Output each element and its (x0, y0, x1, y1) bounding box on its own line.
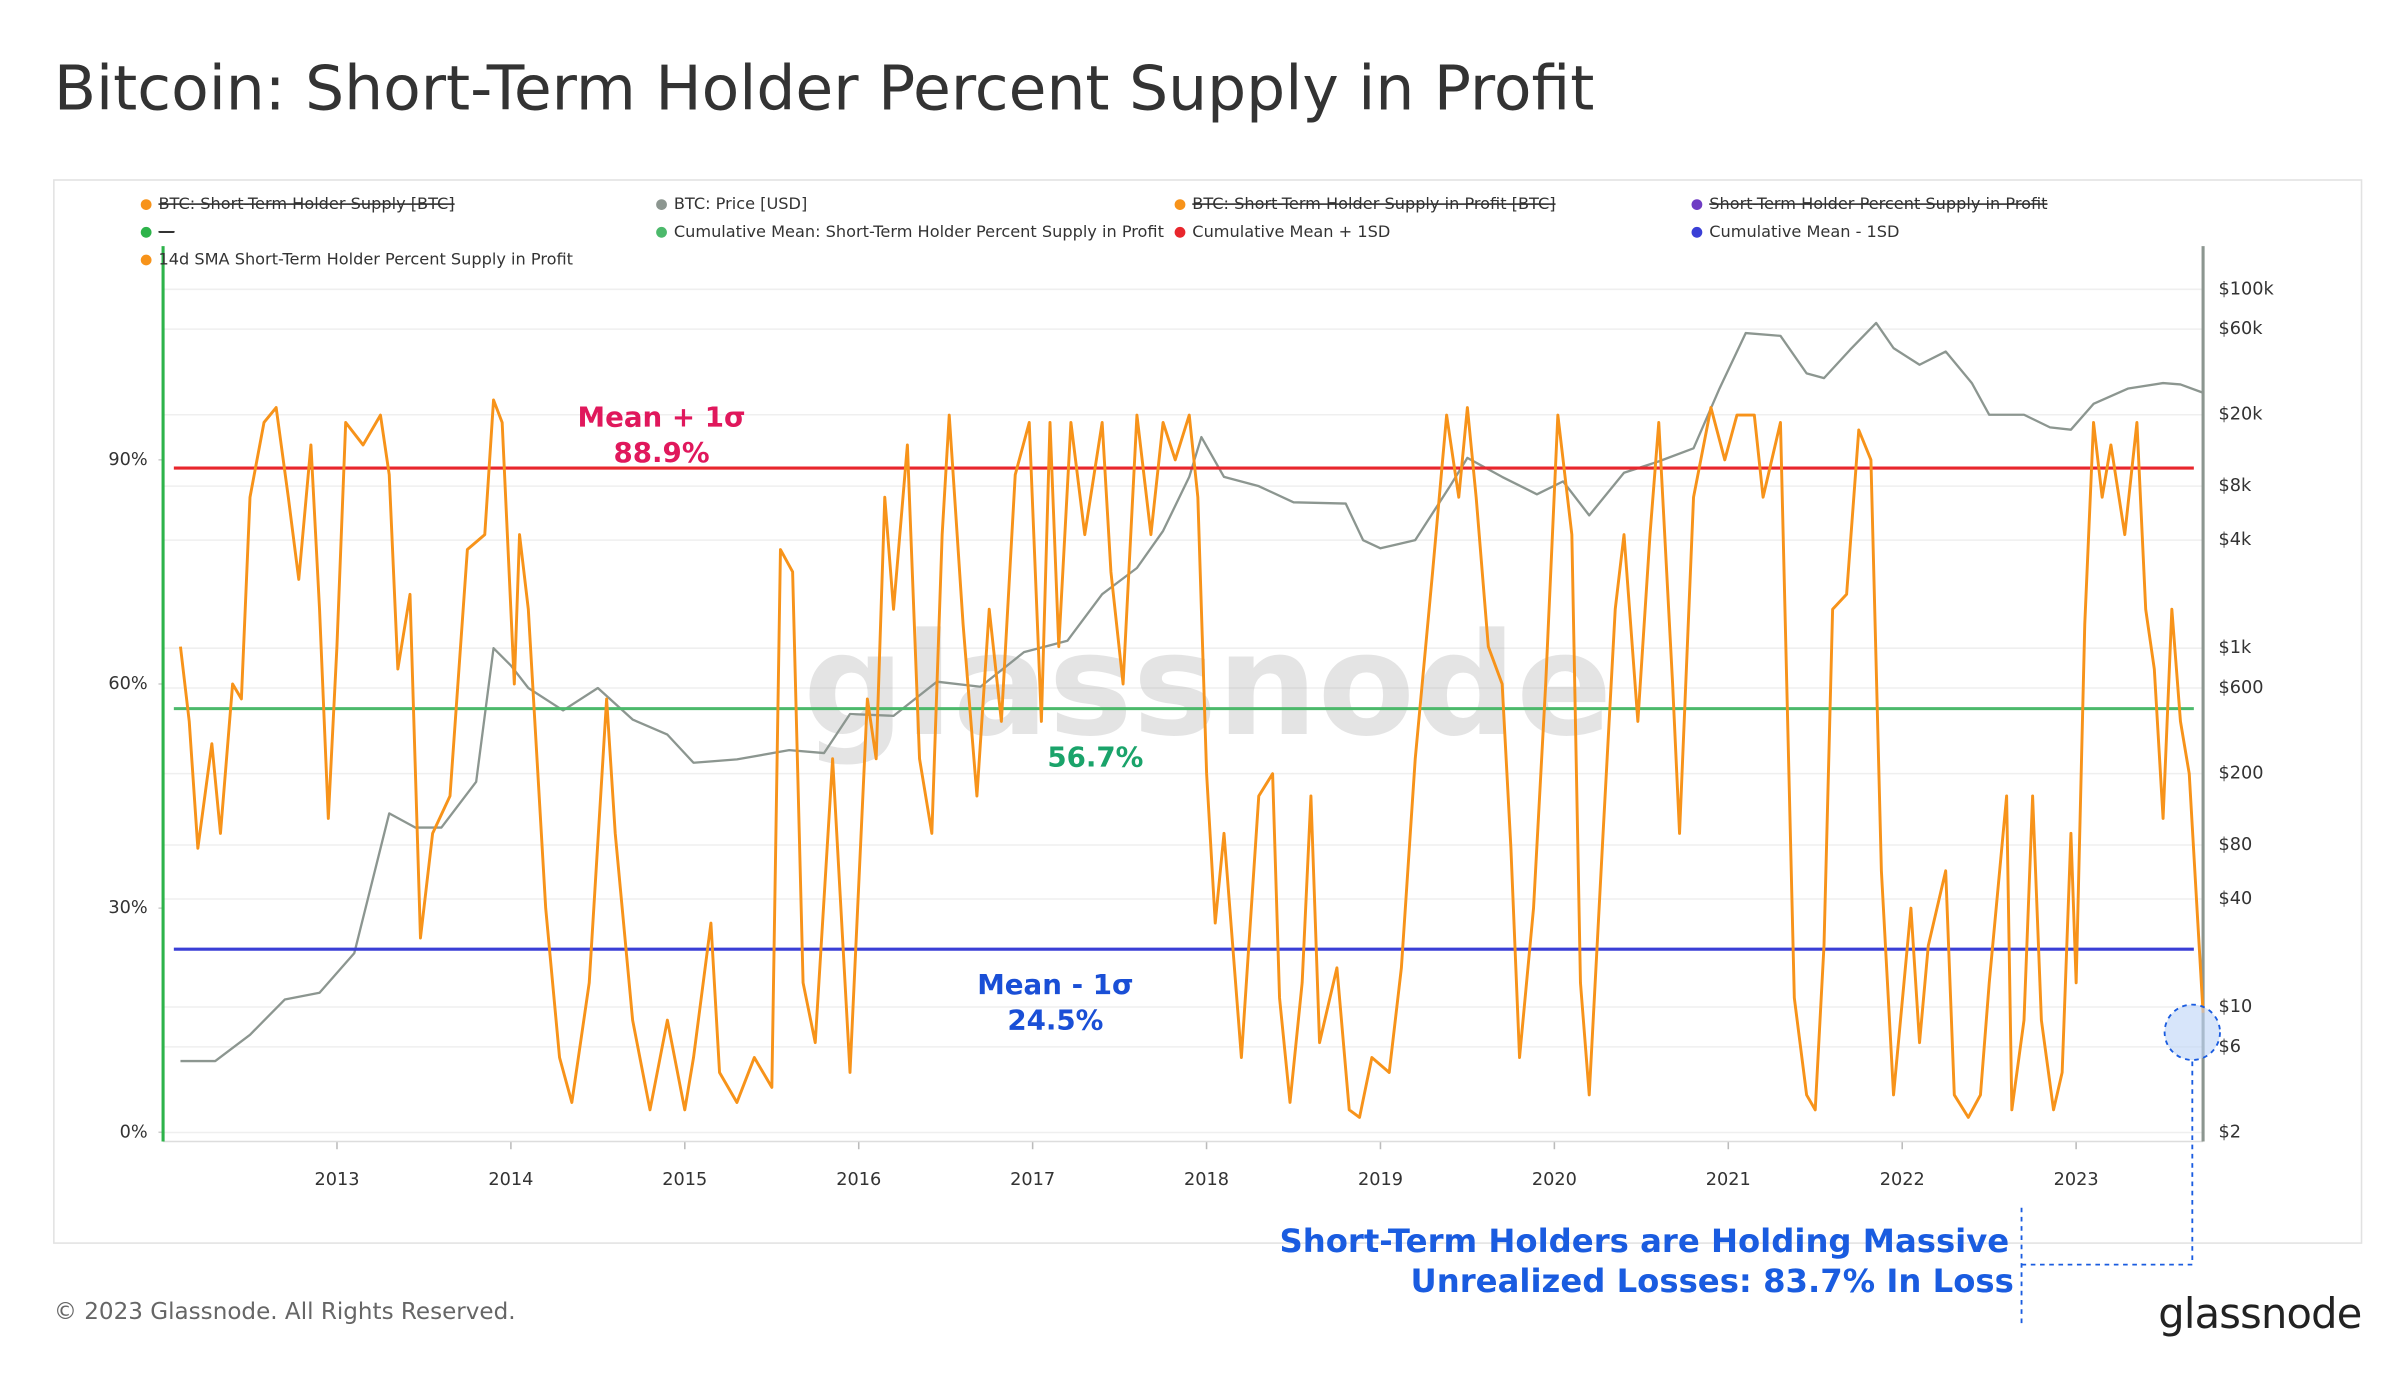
annotation: 56.7% (1047, 740, 1143, 773)
legend-label: Cumulative Mean - 1SD (1709, 222, 1899, 241)
x-tick-label: 2018 (1184, 1170, 1229, 1190)
annotation: Mean + 1σ (578, 400, 746, 433)
annotation: Unrealized Losses: 83.7% In Loss (1411, 1262, 2014, 1300)
legend-marker (656, 199, 667, 210)
y2-tick-label: $20k (2218, 405, 2263, 425)
annotation: 88.9% (614, 436, 710, 469)
legend-label: BTC: Short-Term Holder Supply in Profit … (1192, 194, 1555, 213)
footer: © 2023 Glassnode. All Rights Reserved. (54, 1299, 516, 1325)
legend-marker (140, 254, 152, 266)
watermark: glassnode (803, 604, 1612, 768)
legend-label: BTC: Price [USD] (674, 194, 807, 213)
y2-tick-label: $60k (2218, 319, 2263, 339)
y-tick-label: 0% (120, 1122, 148, 1142)
y-tick-label: 60% (108, 674, 147, 694)
y-tick-label: 30% (108, 898, 147, 918)
x-tick-label: 2019 (1358, 1170, 1403, 1190)
y2-tick-label: $2 (2218, 1122, 2241, 1142)
data-line (179, 398, 2205, 1119)
legend-label: Short-Term Holder Percent Supply in Prof… (1709, 194, 2047, 213)
y2-tick-label: $4k (2218, 530, 2252, 550)
y2-tick-label: $100k (2218, 279, 2274, 299)
callout-circle (2163, 1003, 2221, 1061)
legend-label: BTC: Short-Term Holder Supply [BTC] (158, 194, 454, 213)
legend-marker (1691, 199, 1703, 210)
y2-tick-label: $40 (2218, 889, 2252, 909)
y-tick-label: 90% (108, 450, 147, 470)
y2-tick-label: $600 (2218, 678, 2263, 698)
y2-tick-label: $6 (2218, 1037, 2241, 1057)
legend-marker (140, 199, 152, 210)
logo: glassnode (2158, 1289, 2361, 1338)
legend-marker (1691, 226, 1703, 238)
x-tick-label: 2023 (2054, 1170, 2099, 1190)
legend-marker (140, 226, 152, 238)
plot-area: $2 $6 $10 $40 $80 $200 $600 $1k $4k $8k $20k $60k $1… (108, 194, 2274, 1324)
chart-title: Bitcoin: Short-Term Holder Percent Suppl… (54, 52, 1595, 124)
y2-tick-label: $200 (2218, 764, 2263, 784)
annotation: Mean - 1σ (977, 968, 1133, 1001)
annotation: 24.5% (1007, 1004, 1103, 1037)
x-tick-label: 2017 (1010, 1170, 1055, 1190)
y2-tick-label: $8k (2218, 476, 2252, 496)
legend-label: 14d SMA Short-Term Holder Percent Supply… (158, 249, 573, 268)
x-tick-label: 2014 (488, 1170, 533, 1190)
legend-label: Cumulative Mean: Short-Term Holder Perce… (674, 222, 1164, 241)
x-tick-label: 2022 (1880, 1170, 1925, 1190)
legend-label: — (158, 222, 174, 241)
x-tick-label: 2021 (1706, 1170, 1751, 1190)
annotation: Short-Term Holders are Holding Massive (1279, 1222, 2009, 1260)
x-tick-label: 2015 (662, 1170, 707, 1190)
y2-tick-label: $80 (2218, 835, 2252, 855)
x-tick-label: 2013 (314, 1170, 359, 1190)
y2-tick-label: $1k (2218, 638, 2252, 658)
x-tick-label: 2020 (1532, 1170, 1577, 1190)
x-tick-label: 2016 (836, 1170, 881, 1190)
legend-marker (656, 226, 667, 238)
y2-tick-label: $10 (2218, 997, 2252, 1017)
chart-panel (53, 179, 2363, 1244)
legend-marker (1174, 226, 1186, 238)
legend-label: Cumulative Mean + 1SD (1192, 222, 1390, 241)
legend-marker (1174, 199, 1186, 210)
